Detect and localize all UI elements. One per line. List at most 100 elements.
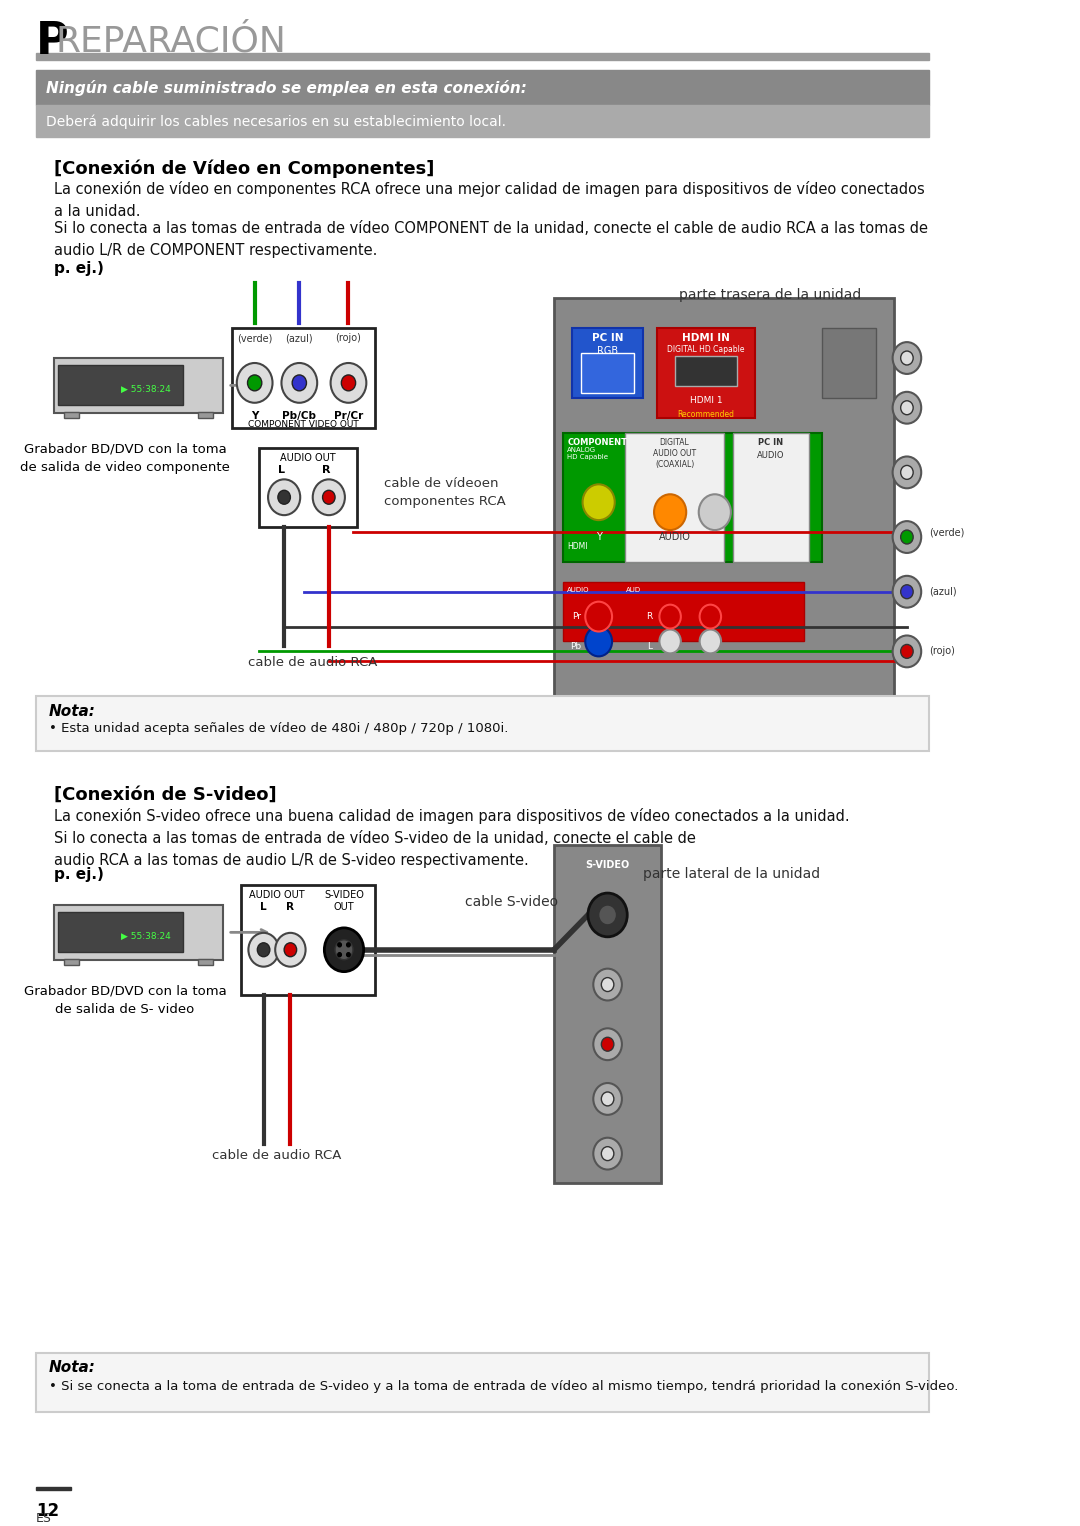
Circle shape [901,644,914,658]
Bar [58,365,184,404]
Text: AUDIO: AUDIO [659,533,690,542]
Text: Y: Y [251,410,258,421]
Text: cable S-video: cable S-video [464,896,557,909]
Circle shape [660,630,680,653]
Text: L: L [647,642,652,652]
Text: Grabador BD/DVD con la toma
de salida de video componente: Grabador BD/DVD con la toma de salida de… [21,443,230,473]
Text: COMPONENT: COMPONENT [567,438,627,447]
Text: Recommended: Recommended [677,410,734,418]
Circle shape [893,575,921,607]
Bar [732,432,809,562]
Text: AUDIO: AUDIO [756,450,784,459]
Text: Pb/Cb: Pb/Cb [282,410,316,421]
Bar [581,353,634,392]
Text: L: L [278,465,285,476]
Circle shape [585,601,612,632]
Text: PC IN: PC IN [592,333,623,343]
Text: L: L [260,902,267,913]
Text: Pr/Cr: Pr/Cr [334,410,363,421]
Text: ANALOG
HD Capable: ANALOG HD Capable [567,447,608,459]
Text: P: P [36,20,68,63]
Text: Pb: Pb [569,642,581,652]
Circle shape [588,893,627,937]
Bar [554,845,661,1184]
Circle shape [313,479,345,516]
Text: AUDIO OUT: AUDIO OUT [249,890,305,900]
Circle shape [901,401,914,415]
Circle shape [347,952,350,957]
Circle shape [330,363,366,403]
Circle shape [248,932,279,966]
Text: (azul): (azul) [285,333,313,343]
Bar [36,105,929,137]
Text: (verde): (verde) [237,333,272,343]
Circle shape [593,1029,622,1061]
Circle shape [275,932,306,966]
Text: La conexión S-video ofrece una buena calidad de imagen para dispositivos de víde: La conexión S-video ofrece una buena cal… [54,807,849,868]
Bar [199,412,213,418]
Circle shape [593,1138,622,1169]
Text: Pr: Pr [571,612,581,621]
Text: p. ej.): p. ej.) [54,867,104,882]
Bar [625,432,724,562]
Circle shape [654,494,686,530]
Bar [563,581,805,641]
Text: AUD: AUD [625,588,640,592]
Text: p. ej.): p. ej.) [54,261,104,276]
Circle shape [893,342,921,374]
Circle shape [841,336,856,351]
Text: R: R [646,612,652,621]
Bar [58,913,184,952]
Text: S-VIDEO
OUT: S-VIDEO OUT [324,890,364,913]
Circle shape [602,978,613,992]
Circle shape [700,630,721,653]
Text: cable de audio RCA: cable de audio RCA [248,656,377,670]
Circle shape [602,1038,613,1051]
Bar [36,1352,929,1412]
Bar [554,299,893,716]
Circle shape [901,351,914,365]
Bar [36,70,929,105]
Circle shape [338,952,341,957]
Circle shape [602,1146,613,1161]
Text: cable de audio RCA: cable de audio RCA [213,1149,341,1161]
Text: COMPONENT VIDEO OUT: COMPONENT VIDEO OUT [248,420,360,429]
Text: AUDIO OUT: AUDIO OUT [281,453,336,462]
Text: (rojo): (rojo) [336,333,362,343]
Circle shape [338,943,341,946]
Text: HDMI IN: HDMI IN [681,333,730,343]
Text: [Conexión de S-video]: [Conexión de S-video] [54,786,276,804]
Circle shape [901,584,914,598]
Text: [Conexión de Vídeo en Componentes]: [Conexión de Vídeo en Componentes] [54,159,434,177]
Circle shape [598,905,617,925]
Text: AUDIO: AUDIO [567,588,590,592]
Text: R: R [286,902,295,913]
Text: HDMI: HDMI [567,542,588,551]
Text: parte trasera de la unidad: parte trasera de la unidad [679,288,862,302]
Text: R: R [322,465,330,476]
Bar [54,905,224,960]
Text: (rojo): (rojo) [929,647,955,656]
Circle shape [901,530,914,543]
Circle shape [237,363,272,403]
Text: PC IN: PC IN [758,438,783,447]
Circle shape [335,940,353,960]
Text: cable de vídeoen
componentes RCA: cable de vídeoen componentes RCA [384,478,505,508]
Circle shape [602,1093,613,1106]
Text: • Esta unidad acepta señales de vídeo de 480i / 480p / 720p / 1080i.: • Esta unidad acepta señales de vídeo de… [50,722,509,736]
Bar [563,432,822,562]
Text: RGB: RGB [597,346,618,356]
Circle shape [284,943,297,957]
Circle shape [278,490,291,504]
Circle shape [323,490,335,504]
Text: ES: ES [36,1512,52,1524]
Text: parte lateral de la unidad: parte lateral de la unidad [644,867,821,881]
Text: HDMI 1: HDMI 1 [689,395,723,404]
Bar [65,958,79,964]
Text: Ningún cable suministrado se emplea en esta conexión:: Ningún cable suministrado se emplea en e… [46,79,527,96]
Bar [241,885,375,995]
Bar [657,328,755,418]
Bar [675,356,738,386]
Text: Nota:: Nota: [50,1361,96,1375]
Text: DIGITAL HD Capable: DIGITAL HD Capable [667,345,744,354]
